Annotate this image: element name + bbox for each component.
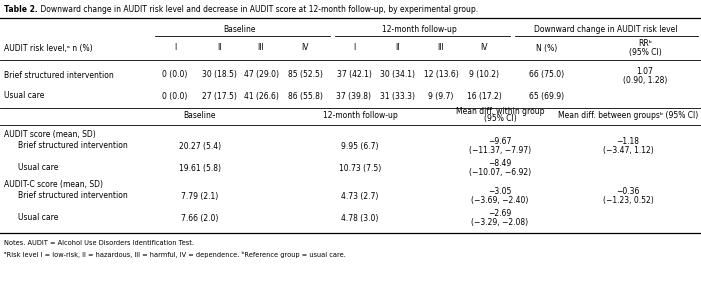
- Text: 16 (17.2): 16 (17.2): [467, 91, 501, 100]
- Text: II: II: [396, 43, 400, 53]
- Text: −1.18: −1.18: [616, 137, 639, 147]
- Text: AUDIT-C score (mean, SD): AUDIT-C score (mean, SD): [4, 180, 103, 188]
- Text: (−3.47, 1.12): (−3.47, 1.12): [603, 147, 653, 155]
- Text: 1.07: 1.07: [637, 66, 653, 76]
- Text: ᵃRisk level I = low-risk, II = hazardous, III = harmful, IV = dependence. ᵇRefer: ᵃRisk level I = low-risk, II = hazardous…: [4, 251, 346, 258]
- Text: Table 2.: Table 2.: [4, 6, 38, 14]
- Text: −8.49: −8.49: [489, 159, 512, 169]
- Text: Mean diff. between groupsᵇ (95% CI): Mean diff. between groupsᵇ (95% CI): [558, 110, 698, 120]
- Text: −0.36: −0.36: [616, 188, 640, 196]
- Text: 47 (29.0): 47 (29.0): [243, 70, 278, 80]
- Text: 37 (39.8): 37 (39.8): [336, 91, 372, 100]
- Text: (0.90, 1.28): (0.90, 1.28): [622, 76, 667, 84]
- Text: (95% CI): (95% CI): [629, 47, 661, 57]
- Text: Notes. AUDIT = Alcohol Use Disorders Identification Test.: Notes. AUDIT = Alcohol Use Disorders Ide…: [4, 240, 194, 246]
- Text: III: III: [437, 43, 444, 53]
- Text: (−11.37, −7.97): (−11.37, −7.97): [469, 147, 531, 155]
- Text: (−3.29, −2.08): (−3.29, −2.08): [472, 218, 529, 227]
- Text: 86 (55.8): 86 (55.8): [287, 91, 322, 100]
- Text: 19.61 (5.8): 19.61 (5.8): [179, 163, 221, 173]
- Text: 20.27 (5.4): 20.27 (5.4): [179, 141, 221, 151]
- Text: Brief structured intervention: Brief structured intervention: [4, 70, 114, 80]
- Text: 7.66 (2.0): 7.66 (2.0): [182, 214, 219, 222]
- Text: I: I: [353, 43, 355, 53]
- Text: 4.78 (3.0): 4.78 (3.0): [341, 214, 379, 222]
- Text: (−1.23, 0.52): (−1.23, 0.52): [603, 196, 653, 206]
- Text: IV: IV: [480, 43, 488, 53]
- Text: 85 (52.5): 85 (52.5): [287, 70, 322, 80]
- Text: Mean diff. within group: Mean diff. within group: [456, 106, 544, 115]
- Text: (−10.07, −6.92): (−10.07, −6.92): [469, 169, 531, 177]
- Text: 30 (18.5): 30 (18.5): [202, 70, 236, 80]
- Text: 12 (13.6): 12 (13.6): [423, 70, 458, 80]
- Text: 10.73 (7.5): 10.73 (7.5): [339, 163, 381, 173]
- Text: Brief structured intervention: Brief structured intervention: [18, 141, 128, 151]
- Text: 12-month follow-up: 12-month follow-up: [381, 24, 456, 33]
- Text: −9.67: −9.67: [489, 137, 512, 147]
- Text: Usual care: Usual care: [4, 91, 44, 100]
- Text: −3.05: −3.05: [489, 188, 512, 196]
- Text: Brief structured intervention: Brief structured intervention: [18, 192, 128, 200]
- Text: Usual care: Usual care: [18, 214, 58, 222]
- Text: 27 (17.5): 27 (17.5): [202, 91, 236, 100]
- Text: (95% CI): (95% CI): [484, 114, 517, 124]
- Text: II: II: [217, 43, 222, 53]
- Text: 30 (34.1): 30 (34.1): [381, 70, 416, 80]
- Text: 9.95 (6.7): 9.95 (6.7): [341, 141, 379, 151]
- Text: IV: IV: [301, 43, 308, 53]
- Text: 12-month follow-up: 12-month follow-up: [322, 110, 397, 120]
- Text: 65 (69.9): 65 (69.9): [529, 91, 564, 100]
- Text: N (%): N (%): [536, 43, 557, 53]
- Text: 41 (26.6): 41 (26.6): [243, 91, 278, 100]
- Text: Baseline: Baseline: [224, 24, 257, 33]
- Text: 0 (0.0): 0 (0.0): [163, 91, 188, 100]
- Text: 7.79 (2.1): 7.79 (2.1): [182, 192, 219, 200]
- Text: 31 (33.3): 31 (33.3): [381, 91, 416, 100]
- Text: Usual care: Usual care: [18, 163, 58, 173]
- Text: 9 (10.2): 9 (10.2): [469, 70, 499, 80]
- Text: RRᵇ: RRᵇ: [638, 39, 652, 47]
- Text: 66 (75.0): 66 (75.0): [529, 70, 564, 80]
- Text: −2.69: −2.69: [489, 210, 512, 218]
- Text: 4.73 (2.7): 4.73 (2.7): [341, 192, 379, 200]
- Text: 0 (0.0): 0 (0.0): [163, 70, 188, 80]
- Text: (−3.69, −2.40): (−3.69, −2.40): [471, 196, 529, 206]
- Text: 9 (9.7): 9 (9.7): [428, 91, 454, 100]
- Text: Downward change in AUDIT risk level and decrease in AUDIT score at 12-month foll: Downward change in AUDIT risk level and …: [38, 6, 478, 14]
- Text: Downward change in AUDIT risk level: Downward change in AUDIT risk level: [534, 24, 678, 33]
- Text: AUDIT risk level,ᵃ n (%): AUDIT risk level,ᵃ n (%): [4, 43, 93, 53]
- Text: III: III: [258, 43, 264, 53]
- Text: I: I: [174, 43, 176, 53]
- Text: Baseline: Baseline: [184, 110, 216, 120]
- Text: AUDIT score (mean, SD): AUDIT score (mean, SD): [4, 129, 96, 139]
- Text: 37 (42.1): 37 (42.1): [336, 70, 372, 80]
